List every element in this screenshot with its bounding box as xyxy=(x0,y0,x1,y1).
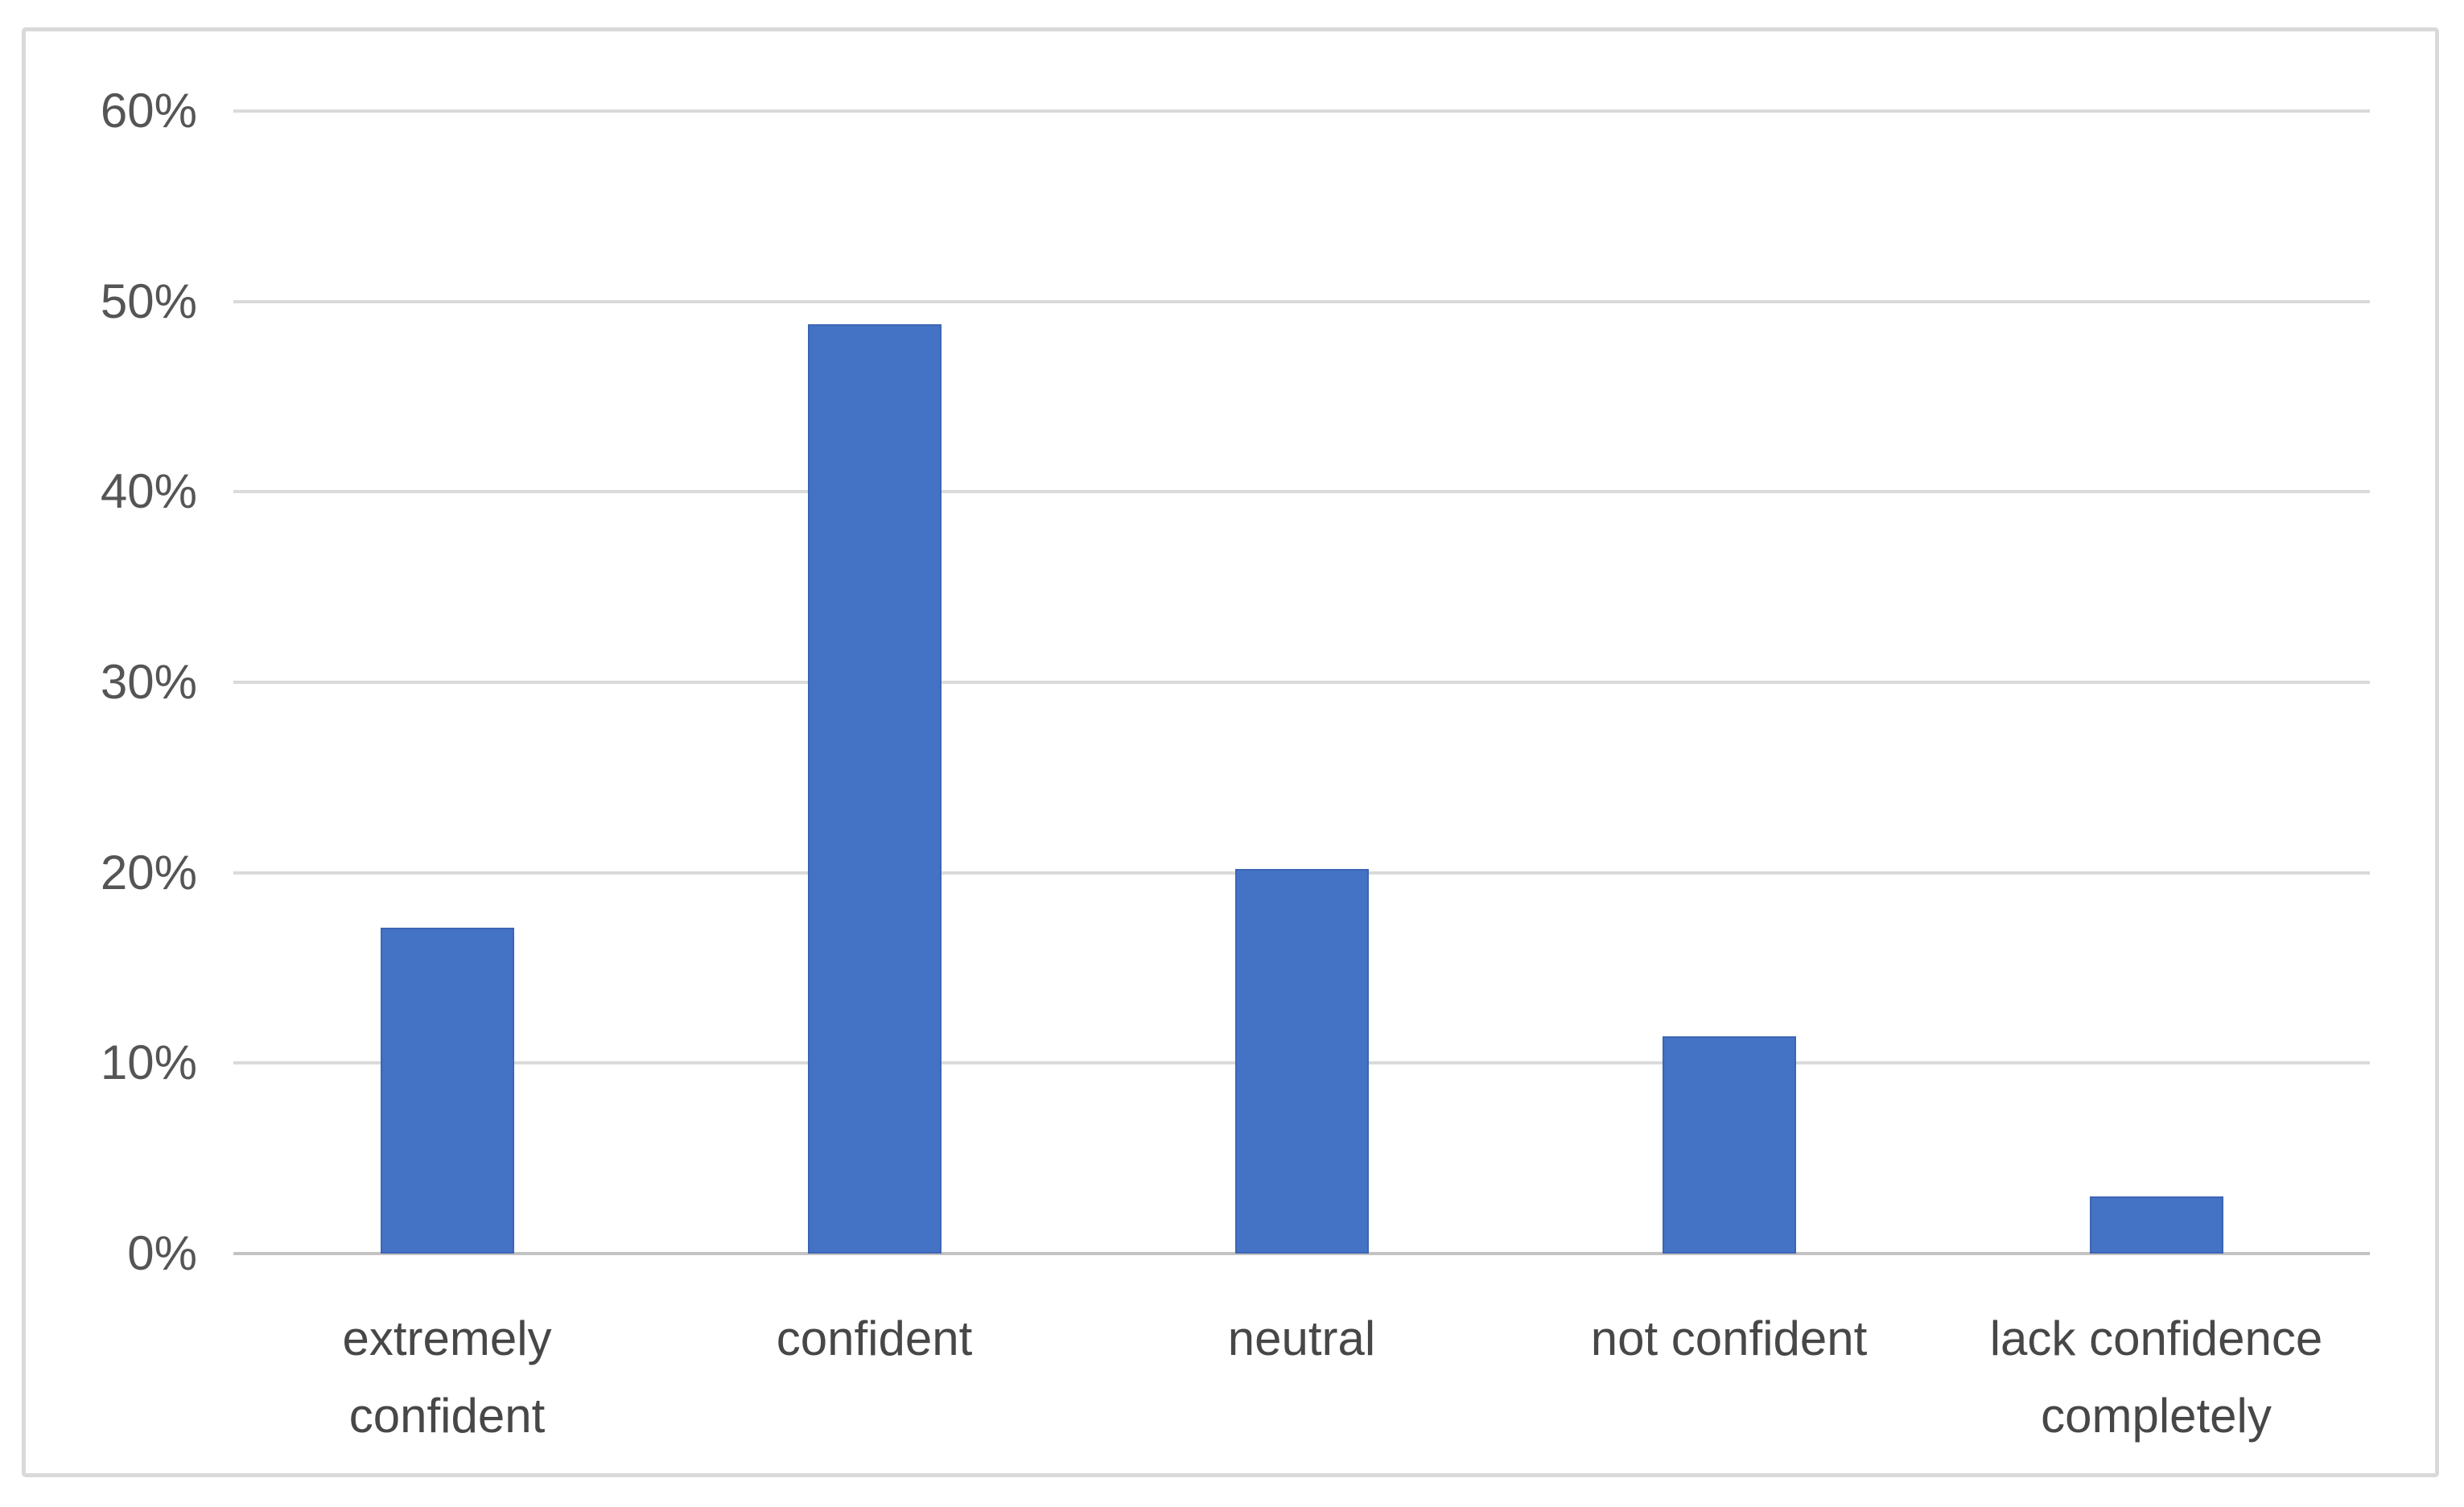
x-category-label-neutral: neutral xyxy=(1227,1311,1376,1365)
x-category-label-confident: confident xyxy=(776,1311,973,1365)
plot-area xyxy=(233,109,2370,1255)
x-axis-line xyxy=(233,1252,2370,1255)
bar-confident xyxy=(807,324,942,1254)
y-tick-label-50: 50% xyxy=(100,274,197,328)
y-tick-label-10: 10% xyxy=(100,1036,197,1090)
bar-lack-confidence-completely xyxy=(2089,1196,2223,1254)
bar-chart: 0% 10% 20% 30% 40% 50% 60% extremely confident… xyxy=(22,27,2439,1477)
gridline-50 xyxy=(233,299,2370,303)
gridline-60 xyxy=(233,109,2370,113)
y-tick-label-30: 30% xyxy=(100,655,197,709)
x-category-label-extremely-confident: extremely confident xyxy=(342,1311,552,1443)
y-tick-label-60: 60% xyxy=(100,84,197,138)
x-category-label-lack-confidence-completely: lack confidence completely xyxy=(1989,1311,2323,1443)
bar-extremely-confident xyxy=(380,928,514,1254)
bar-not-confident xyxy=(1662,1036,1796,1254)
gridline-40 xyxy=(233,490,2370,494)
bar-neutral xyxy=(1234,868,1369,1254)
gridline-30 xyxy=(233,681,2370,684)
y-tick-label-40: 40% xyxy=(100,464,197,519)
y-tick-label-0: 0% xyxy=(127,1226,197,1280)
y-tick-label-20: 20% xyxy=(100,845,197,900)
x-category-label-not-confident: not confident xyxy=(1590,1311,1868,1365)
